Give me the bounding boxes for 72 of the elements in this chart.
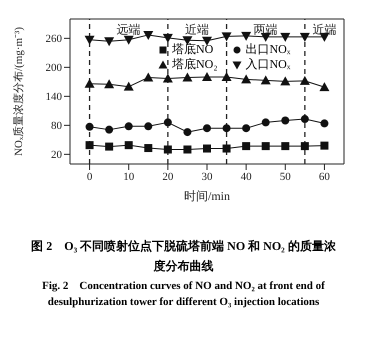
point [86,122,94,131]
point [262,142,270,150]
y-tick-label: 200 [46,62,62,74]
legend-label: 塔底NO₂ [172,56,218,73]
point [84,78,95,88]
point [320,142,328,150]
y-tick-label: 80 [51,120,62,132]
annotation: 近端 [185,22,210,37]
point [104,79,114,88]
point [300,32,310,42]
point [320,119,328,128]
point [260,75,271,84]
point [300,142,309,150]
point [281,116,290,124]
point [164,118,172,126]
point [124,82,134,91]
point [242,124,250,132]
legend-label: 出口NOₓ [246,41,290,58]
annotation: 近端 [312,22,336,37]
point [203,124,211,132]
y-tick-label: 260 [46,33,62,46]
point [124,36,134,45]
point [241,74,252,84]
x-tick-label: 40 [240,170,252,183]
point [183,128,192,136]
point [319,82,330,92]
x-tick-label: 60 [318,170,330,183]
y-axis-title: NOₓ质量浓度分布/(mg·m⁻³) [12,26,25,156]
x-tick-label: 0 [86,170,93,183]
point [300,115,309,124]
point [105,142,114,151]
point [124,141,133,150]
point [300,76,310,85]
point [222,124,231,132]
point [84,36,95,45]
point [222,72,232,81]
text: 图 2 O₃ 不同喷射位点下脱硫塔前端 NO 和 NO₂ 的质量浓度分布曲线 [30,238,337,275]
point [144,122,152,130]
point [280,76,290,86]
point [222,144,231,153]
point [162,34,173,43]
point [262,118,270,126]
annotation: 两端 [254,22,278,37]
point [105,126,114,134]
point [241,32,252,41]
point [242,142,250,150]
point [281,142,290,150]
point [280,32,290,42]
x-tick-label: 20 [162,170,174,183]
x-tick-label: 10 [123,170,135,183]
point [202,72,212,81]
y-tick-label: 20 [51,149,62,162]
point [143,72,154,82]
point [86,141,94,150]
point [162,73,173,82]
text: Fig. 2 Concentration curves of NO and NO₂ at front end of desulphurization tower for different O₃ injection locations [41,279,326,310]
x-axis-title: 时间/min [184,189,230,203]
point [222,32,232,42]
point [182,72,192,82]
point [144,144,152,152]
x-tick-label: 50 [280,170,292,183]
legend-label: 塔底NO [172,41,214,58]
legend-label: 入口NOₓ [246,56,290,73]
x-tick-label: 30 [202,170,213,183]
point [104,37,114,46]
annotation: 远端 [116,22,141,37]
y-tick-label: 140 [46,91,62,104]
point [203,144,211,153]
point [143,30,154,40]
point [183,146,192,154]
point [164,146,172,154]
point [124,122,133,130]
